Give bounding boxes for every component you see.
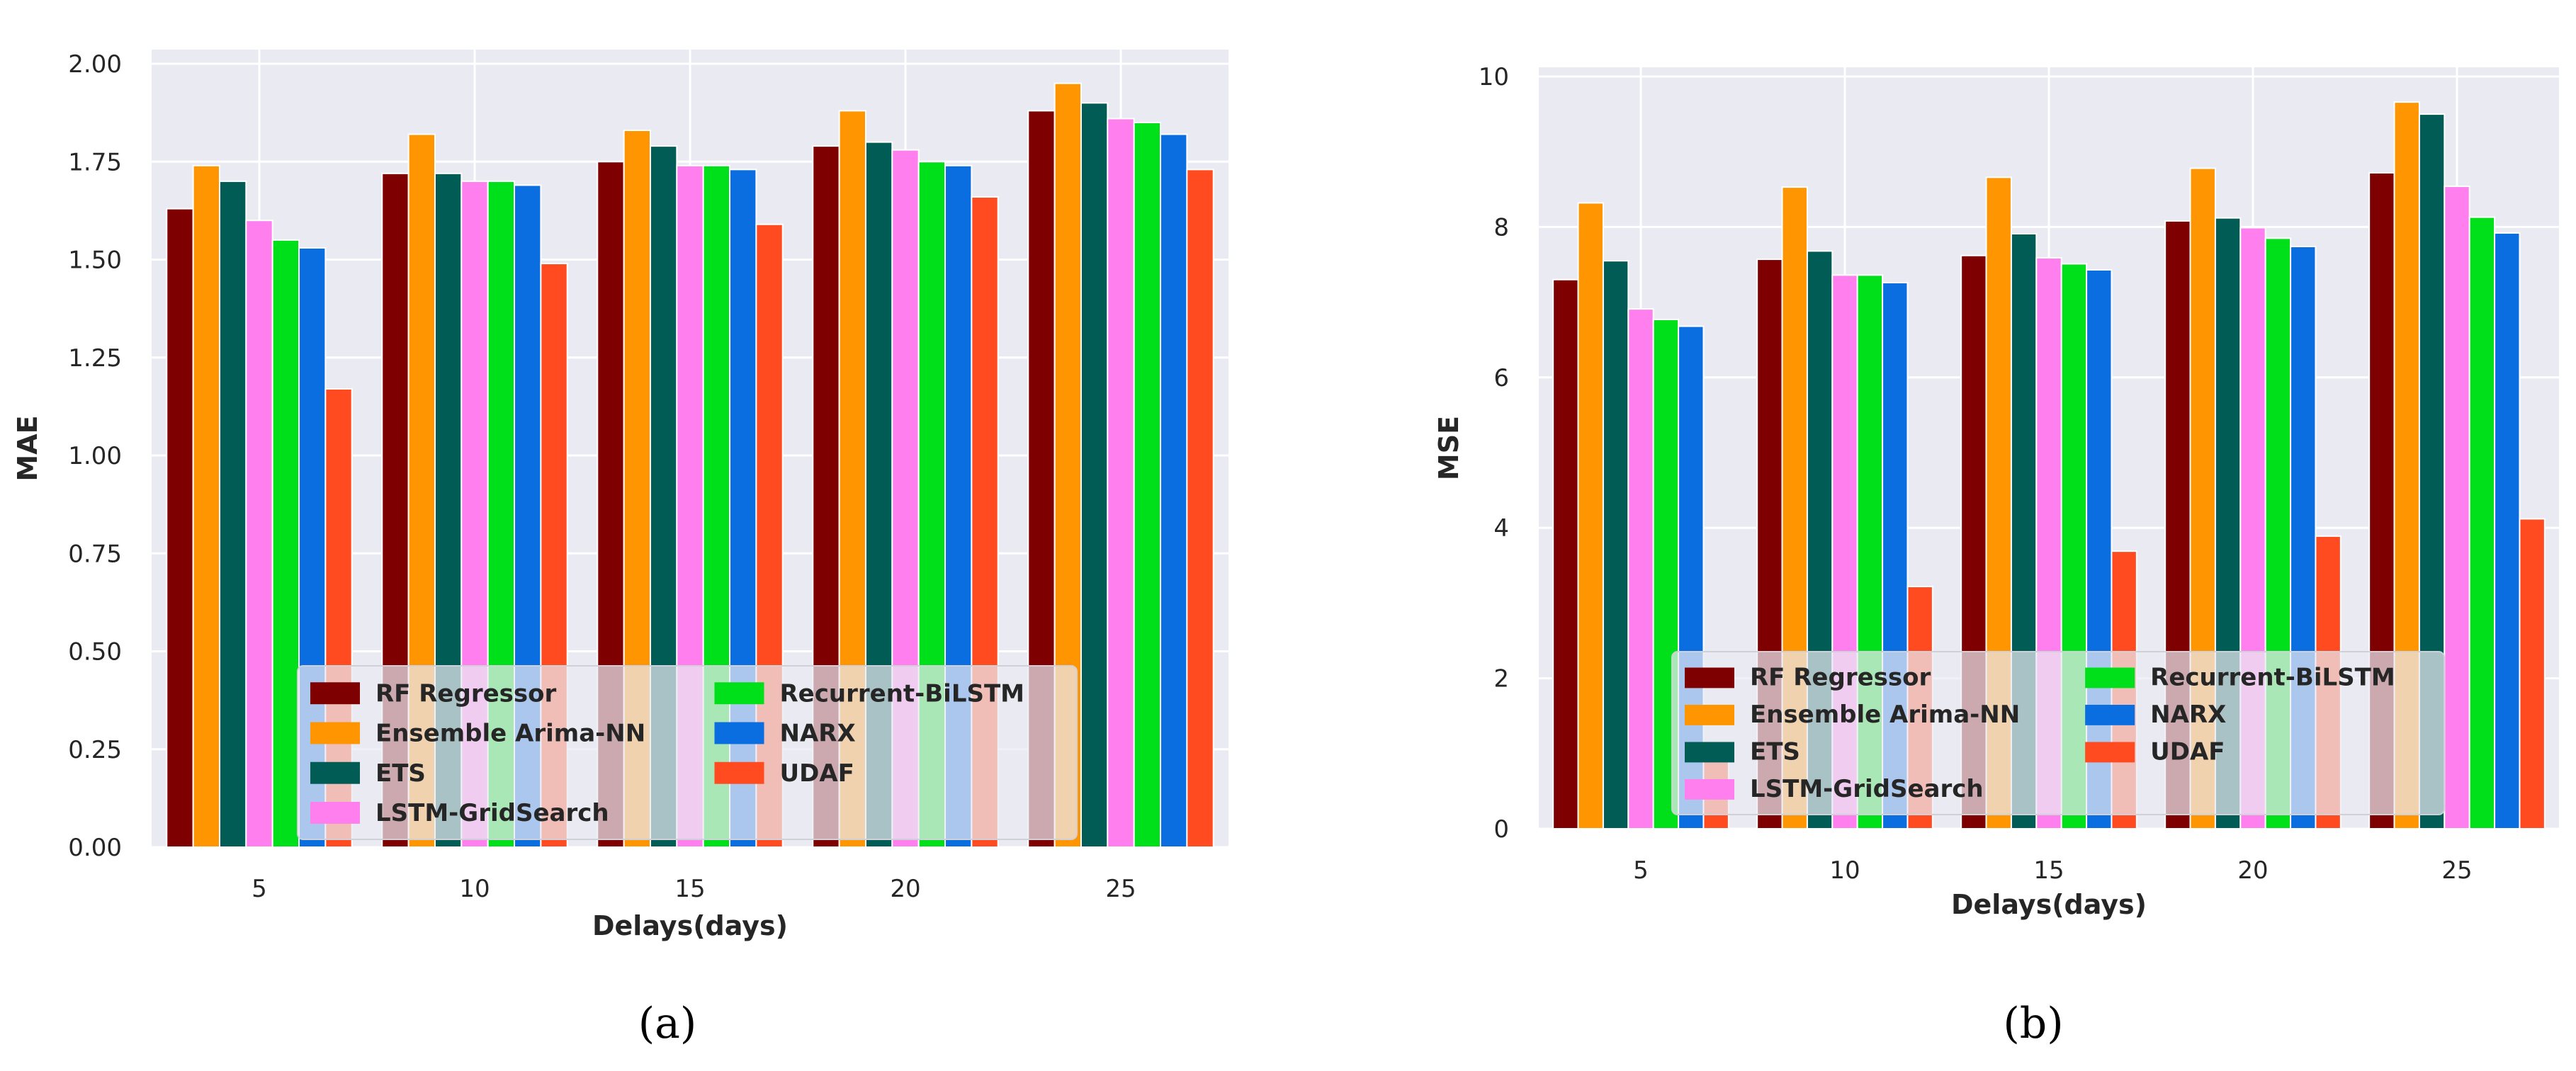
legend-box (297, 665, 1078, 840)
legend-swatch (1685, 742, 1734, 763)
legend-swatch (1685, 705, 1734, 725)
x-tick-label: 25 (2441, 856, 2472, 885)
x-tick-label: 15 (2033, 856, 2064, 885)
legend-swatch (714, 761, 764, 784)
legend-swatch (310, 761, 360, 784)
legend-label: RF Regressor (1750, 664, 1931, 692)
bar-recurrent-bilstm-5 (271, 239, 300, 849)
legend-swatch (2085, 742, 2135, 763)
x-tick-label: 5 (252, 875, 267, 903)
x-tick-label: 10 (1829, 856, 1860, 885)
legend-swatch (310, 682, 360, 705)
chart-panel-a: 0.00 0.25 0.50 0.75 1.00 1.25 1.50 1.75 2.00 5 10 1… (12, 50, 1228, 1048)
y-tick-label: 6 (1493, 364, 1509, 392)
y-tick-label: 2 (1493, 665, 1509, 693)
legend-label: Ensemble Arima-NN (1750, 701, 2020, 729)
x-axis-label: Delays(days) (592, 910, 788, 941)
y-tick-label: 1.00 (68, 442, 122, 470)
x-tick-label: 25 (1105, 875, 1136, 903)
x-tick-label: 5 (1633, 856, 1649, 885)
legend-label: LSTM-GridSearch (1750, 775, 1984, 803)
y-tick-label: 0.00 (68, 834, 122, 862)
legend-label: LSTM-GridSearch (375, 799, 609, 827)
bar-narx-25 (1160, 133, 1188, 849)
bar-udaf-25 (2519, 518, 2546, 829)
y-axis-label: MSE (1433, 416, 1464, 480)
legend: RF Regressor Ensemble Arima-NN ETS LSTM-Gri… (297, 665, 1078, 840)
legend-swatch (310, 722, 360, 744)
panel-label: (a) (638, 999, 697, 1048)
legend-label: UDAF (2150, 738, 2225, 766)
legend-swatch (1685, 667, 1734, 688)
legend-label: Recurrent-BiLSTM (780, 679, 1025, 708)
legend-swatch (1685, 779, 1734, 800)
bar-recurrent-bilstm-25 (2468, 216, 2496, 829)
bar-lstm-gridsearch-5 (245, 220, 273, 848)
legend-swatch (310, 802, 360, 824)
y-tick-label: 0.25 (68, 736, 122, 764)
bar-rf-regressor-5 (166, 208, 194, 848)
legend-swatch (2085, 705, 2135, 725)
x-tick-label: 15 (674, 875, 705, 903)
y-tick-label: 0 (1493, 815, 1509, 844)
y-tick-label: 1.25 (68, 344, 122, 373)
bar-lstm-gridsearch-25 (1107, 118, 1135, 848)
y-tick-label: 0.50 (68, 638, 122, 667)
bar-ensemble-arima-nn-5 (192, 164, 220, 848)
x-tick-label: 10 (459, 875, 490, 903)
y-tick-label: 0.75 (68, 540, 122, 568)
bar-ets-5 (218, 180, 247, 848)
legend-label: NARX (780, 720, 856, 748)
legend-swatch (714, 722, 764, 744)
x-tick-label: 20 (2237, 856, 2268, 885)
bar-recurrent-bilstm-25 (1133, 121, 1162, 848)
chart-panel-b: 0 2 4 6 8 10 5 10 15 20 25 Delays(days) MSE RF Regres… (1433, 63, 2559, 1048)
bar-ets-25 (1080, 102, 1109, 848)
y-tick-label: 2.00 (68, 50, 122, 79)
legend: RF Regressor Ensemble Arima-NN ETS LSTM-Gri… (1671, 651, 2445, 815)
legend-label: Recurrent-BiLSTM (2150, 664, 2395, 692)
legend-label: ETS (1750, 738, 1800, 766)
bar-udaf-25 (1186, 169, 1214, 848)
bar-lstm-gridsearch-5 (1627, 308, 1654, 829)
x-axis-label: Delays(days) (1951, 889, 2147, 920)
y-tick-label: 10 (1479, 63, 1509, 91)
legend-swatch (2085, 667, 2135, 688)
bar-ensemble-arima-nn-5 (1577, 202, 1604, 829)
bar-ets-5 (1602, 260, 1629, 829)
y-axis-label: MAE (12, 415, 43, 481)
legend-box (1671, 651, 2445, 815)
y-tick-label: 1.50 (68, 246, 122, 275)
bar-narx-25 (2494, 232, 2521, 829)
x-tick-label: 20 (890, 875, 920, 903)
legend-label: UDAF (780, 759, 854, 788)
bar-rf-regressor-5 (1552, 278, 1579, 829)
y-tick-label: 4 (1493, 514, 1509, 543)
legend-label: RF Regressor (375, 679, 556, 708)
panel-label: (b) (2003, 999, 2063, 1048)
legend-label: Ensemble Arima-NN (375, 720, 645, 748)
bar-lstm-gridsearch-25 (2444, 186, 2470, 829)
legend-label: ETS (375, 759, 426, 788)
y-tick-label: 8 (1493, 213, 1509, 242)
y-tick-label: 1.75 (68, 148, 122, 176)
legend-label: NARX (2150, 701, 2226, 729)
legend-swatch (714, 682, 764, 705)
